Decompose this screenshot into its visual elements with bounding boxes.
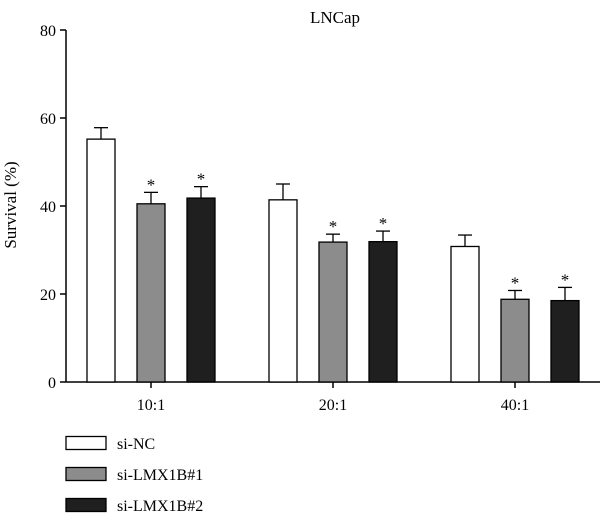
legend-swatch: [65, 497, 107, 513]
y-tick-label: 80: [40, 23, 56, 40]
significance-star: *: [197, 170, 206, 189]
bar: [86, 138, 116, 383]
bar: [500, 298, 530, 383]
legend: si-NC si-LMX1B#1 si-LMX1B#2: [65, 435, 203, 515]
bar: [186, 197, 216, 383]
x-tick-label: 20:1: [319, 397, 347, 414]
legend-label: si-NC: [117, 436, 155, 453]
x-tick-label: 10:1: [137, 397, 165, 414]
legend-swatch: [65, 435, 107, 451]
significance-star: *: [379, 214, 388, 233]
y-tick-label: 0: [48, 375, 56, 392]
bar: [368, 240, 398, 383]
legend-label: si-LMX1B#1: [117, 467, 203, 484]
legend-swatch: [65, 466, 107, 482]
significance-star: *: [561, 270, 570, 289]
bar: [450, 245, 480, 383]
significance-star: *: [147, 175, 156, 194]
x-tick-label: 40:1: [501, 397, 529, 414]
y-tick-label: 20: [40, 287, 56, 304]
legend-label: si-LMX1B#2: [117, 498, 203, 515]
bar: [318, 241, 348, 383]
y-axis-label: Survival (%): [1, 161, 20, 248]
chart-title: LNCap: [310, 8, 360, 27]
bar: [268, 199, 298, 383]
significance-star: *: [329, 217, 338, 236]
bar: [550, 299, 580, 383]
bar: [136, 203, 166, 383]
y-tick-label: 40: [40, 199, 56, 216]
plot-area: 0 20 40 60 80 * * 10:1 * * 20:1 * * 40:1: [40, 23, 600, 414]
y-tick-label: 60: [40, 111, 56, 128]
significance-star: *: [511, 273, 520, 292]
